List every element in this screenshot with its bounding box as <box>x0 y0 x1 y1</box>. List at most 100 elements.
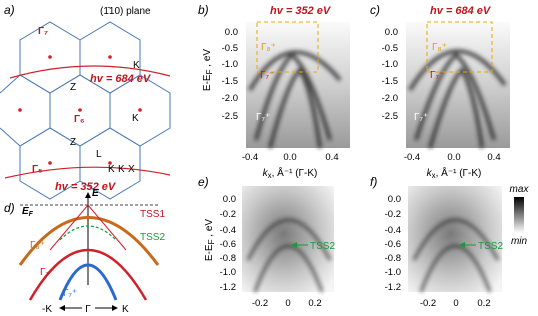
band-label: Γ₈⁺ <box>30 240 45 251</box>
panel-label: a) <box>4 3 15 17</box>
band-label: Γ₇⁻ <box>260 70 274 81</box>
zone-centers <box>18 55 142 165</box>
point-label: Z <box>70 137 76 148</box>
x-tick-label: -0.4 <box>242 152 258 163</box>
panel-label: d) <box>4 201 15 215</box>
y-tick-label: -1.0 <box>382 59 398 70</box>
x-tick-label: 0.4 <box>487 152 500 163</box>
y-axis-title: E-EF , eV <box>204 219 216 261</box>
x-tick-label: 0.4 <box>325 152 338 163</box>
x-tick-label: -0.4 <box>404 152 420 163</box>
y-tick-label: -2.5 <box>222 111 238 122</box>
point-label: L <box>96 149 102 160</box>
panel-a: a) (1̄10) plane Γ₇ hv = 684 eV K Z Γ₆ K … <box>0 3 171 200</box>
band-label: Γ₇⁺ <box>63 288 77 299</box>
y-tick-label: -0.2 <box>385 209 401 220</box>
y-tick-label: 0.0 <box>225 27 238 38</box>
band-g8 <box>18 216 160 266</box>
panel-b: b) hv = 352 eV Γ₈⁺ Γ₇⁻ Γ₇⁺ E-EF , eV 0.0… <box>198 3 350 180</box>
panel-d: d) E EF TSS1 TSS2 Γ₈⁺ Γ₇⁻ Γ₇⁺ -K Γ K <box>4 188 165 315</box>
cut-684 <box>9 65 171 79</box>
photon-energy: hv = 352 eV <box>270 5 332 17</box>
tss2-label: TSS2 <box>140 232 165 243</box>
y-tick-label: 0.0 <box>388 194 401 205</box>
point-label: Γ₆ <box>74 114 85 125</box>
x-axis-title: kx, Å⁻¹ (Γ-K) <box>263 166 318 180</box>
cut-352 <box>4 166 171 179</box>
bands <box>408 49 507 149</box>
x-tick-label: 0.0 <box>447 152 460 163</box>
y-tick-label: -0.5 <box>222 43 238 54</box>
y-tick-label: -2.0 <box>382 93 398 104</box>
y-tick-label: -1.5 <box>222 76 238 87</box>
point-label: X <box>128 164 135 175</box>
y-tick-label: -0.4 <box>385 225 401 236</box>
y-tick-label: -0.2 <box>220 209 236 220</box>
colorbar-label: min <box>511 236 528 247</box>
band-label: Γ₇⁻ <box>430 70 444 81</box>
y-tick-label: -1.5 <box>382 76 398 87</box>
point-label: K <box>132 113 139 124</box>
hv-label: hv = 352 eV <box>55 181 117 193</box>
zoom-box <box>256 21 319 73</box>
tss1 <box>49 204 127 251</box>
arpes-image <box>246 22 350 148</box>
colorbar <box>514 197 524 233</box>
x-tick-label: -0.2 <box>252 298 268 309</box>
x-tick-label: 0.2 <box>308 298 321 309</box>
axis-label: E <box>92 188 99 199</box>
y-tick-label: -2.5 <box>382 111 398 122</box>
y-tick-label: -1.0 <box>220 267 236 278</box>
photon-energy: hv = 684 eV <box>430 5 492 17</box>
panel-label: b) <box>198 3 209 17</box>
point-label: K <box>118 164 125 175</box>
bands <box>412 218 500 293</box>
hv-label: hv = 684 eV <box>90 73 152 85</box>
x-tick-label: 0.0 <box>283 152 296 163</box>
y-tick-label: -0.5 <box>382 43 398 54</box>
band-label: Γ₇⁺ <box>414 112 428 123</box>
y-tick-label: -0.6 <box>385 239 401 250</box>
k-label: Γ <box>85 304 91 315</box>
y-tick-label: -0.8 <box>220 253 236 264</box>
panel-f: f) 0.0 -0.2 -0.4 -0.6 -0.8 -1.0 -1.2 -0.… <box>370 175 529 309</box>
y-tick-label: -1.2 <box>220 282 236 293</box>
y-tick-label: -1.2 <box>385 282 401 293</box>
bands <box>246 218 332 293</box>
panel-e: e) E-EF , eV 0.0 -0.2 -0.4 -0.6 -0.8 -1.… <box>198 175 335 309</box>
y-tick-label: -1.0 <box>222 59 238 70</box>
arpes-image <box>406 22 510 148</box>
x-tick-label: 0 <box>285 298 290 309</box>
y-axis-title: E-EF , eV <box>202 49 214 91</box>
point-label: Z <box>70 82 76 93</box>
tss1-label: TSS1 <box>140 209 165 220</box>
point-label: Γ₅ <box>32 164 43 175</box>
y-tick-label: -0.6 <box>220 239 236 250</box>
band-label: Γ₈⁺ <box>432 42 447 53</box>
tss2-label: TSS2 <box>478 241 503 252</box>
brillouin-zones <box>0 21 171 200</box>
zoom-box <box>426 21 493 73</box>
ef-label: EF <box>22 206 34 218</box>
k-label: K <box>122 304 129 315</box>
y-tick-label: -1.0 <box>385 267 401 278</box>
panel-label: f) <box>370 175 377 189</box>
band-g7p <box>58 263 118 301</box>
y-tick-label: -0.4 <box>220 225 236 236</box>
point-label: K <box>108 164 115 175</box>
plane-label: (1̄10) plane <box>100 6 151 17</box>
x-tick-label: 0 <box>453 298 458 309</box>
band-g7m <box>28 248 148 301</box>
panel-label: c) <box>370 3 380 17</box>
panel-c: c) hv = 684 eV Γ₈⁺ Γ₇⁻ Γ₇⁺ 0.0 -0.5 -1.0… <box>370 3 510 180</box>
bands <box>248 50 342 149</box>
tss2-label: TSS2 <box>310 241 335 252</box>
x-axis-title: kx, Å⁻¹ (Γ-K) <box>427 166 482 180</box>
y-tick-label: 0.0 <box>385 27 398 38</box>
y-tick-label: 0.0 <box>223 194 236 205</box>
panel-label: e) <box>198 175 209 189</box>
y-tick-label: -0.8 <box>385 253 401 264</box>
y-tick-label: -2.0 <box>222 93 238 104</box>
band-label: Γ₈⁺ <box>261 42 276 53</box>
k-label: -K <box>42 304 52 315</box>
